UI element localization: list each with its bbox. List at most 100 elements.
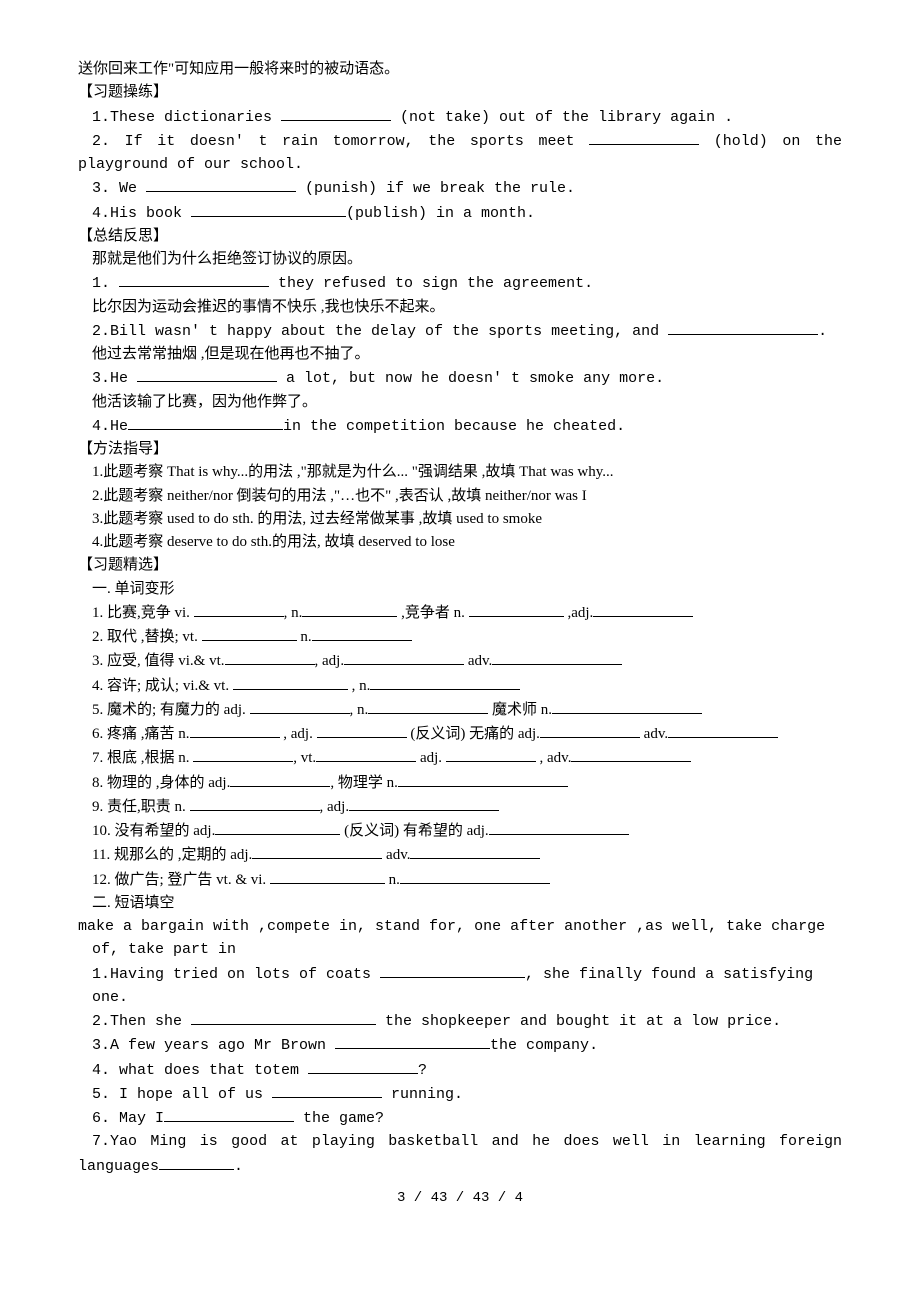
blank: [191, 1009, 376, 1025]
reflection-en-2: 2.Bill wasn' t happy about the delay of …: [92, 319, 842, 343]
part2-item-2: 2.Then she the shopkeeper and bought it …: [92, 1009, 842, 1033]
blank: [668, 319, 818, 335]
blank: [312, 625, 412, 641]
reflection-zh-3: 他过去常常抽烟 ,但是现在他再也不抽了。: [92, 343, 842, 366]
section-reflection-title: 【总结反思】: [78, 225, 842, 248]
blank: [215, 819, 340, 835]
blank: [571, 746, 691, 762]
blank: [540, 722, 640, 738]
blank: [552, 698, 702, 714]
reflection-zh-1: 那就是他们为什么拒绝签订协议的原因。: [92, 248, 842, 271]
part1-item: 1. 比赛,竞争 vi. , n. ,竞争者 n. ,adj.: [92, 601, 842, 625]
part2-item-5: 5. I hope all of us running.: [92, 1082, 842, 1106]
part1-item: 11. 规那么的 ,定期的 adj. adv.: [92, 843, 842, 867]
method-line-4: 4.此题考察 deserve to do sth.的用法, 故填 deserve…: [92, 531, 842, 554]
section-reflection-body: 那就是他们为什么拒绝签订协议的原因。 1. they refused to si…: [78, 248, 842, 438]
reflection-zh-2: 比尔因为运动会推迟的事情不快乐 ,我也快乐不起来。: [92, 296, 842, 319]
practice-item-4: 4.His book (publish) in a month.: [92, 201, 842, 225]
blank: [446, 746, 536, 762]
part2-item-3: 3.A few years ago Mr Brown the company.: [92, 1033, 842, 1057]
section-practice-title: 【习题操练】: [78, 81, 842, 104]
part2-item-7-line2: languages.: [78, 1154, 842, 1178]
part1-item: 5. 魔术的; 有魔力的 adj. , n. 魔术师 n.: [92, 698, 842, 722]
blank: [410, 843, 540, 859]
intro-line: 送你回来工作"可知应用一般将来时的被动语态。: [78, 58, 842, 81]
part2-item-6: 6. May I the game?: [92, 1106, 842, 1130]
part1-item: 8. 物理的 ,身体的 adj., 物理学 n.: [92, 771, 842, 795]
blank: [252, 843, 382, 859]
blank: [344, 649, 464, 665]
blank: [272, 1082, 382, 1098]
blank: [194, 601, 284, 617]
part1-item: 9. 责任,职责 n. , adj.: [92, 795, 842, 819]
practice-item-2-line2: playground of our school.: [78, 153, 842, 176]
section-selected-title: 【习题精选】: [78, 554, 842, 577]
blank: [225, 649, 315, 665]
part1-item: 4. 容许; 成认; vi.& vt. , n.: [92, 674, 842, 698]
blank: [250, 698, 350, 714]
blank: [119, 271, 269, 287]
blank: [335, 1033, 490, 1049]
practice-item-3: 3. We (punish) if we break the rule.: [92, 176, 842, 200]
reflection-en-3: 3.He a lot, but now he doesn' t smoke an…: [92, 366, 842, 390]
blank: [308, 1058, 418, 1074]
part2-item-7-line1: 7.Yao Ming is good at playing basketball…: [92, 1130, 842, 1153]
blank: [190, 722, 280, 738]
blank: [137, 366, 277, 382]
blank: [370, 674, 520, 690]
blank: [316, 746, 416, 762]
blank: [349, 795, 499, 811]
blank: [159, 1154, 234, 1170]
blank: [380, 962, 525, 978]
phrase-bank: make a bargain with ,compete in, stand f…: [92, 915, 842, 962]
blank: [281, 105, 391, 121]
page-footer: 3 / 43 / 43 / 4: [78, 1188, 842, 1210]
blank: [230, 771, 330, 787]
blank: [489, 819, 629, 835]
blank: [469, 601, 564, 617]
blank: [400, 868, 550, 884]
section-practice-body: 1.These dictionaries (not take) out of t…: [78, 105, 842, 154]
part1-item: 2. 取代 ,替换; vt. n.: [92, 625, 842, 649]
reflection-en-1: 1. they refused to sign the agreement.: [92, 271, 842, 295]
part1-title: 一. 单词变形: [92, 578, 842, 601]
method-line-2: 2.此题考察 neither/nor 倒装句的用法 ,"…也不" ,表否认 ,故…: [92, 485, 842, 508]
blank: [589, 129, 699, 145]
blank: [398, 771, 568, 787]
blank: [302, 601, 397, 617]
blank: [164, 1106, 294, 1122]
part1-item: 6. 疼痛 ,痛苦 n. , adj. (反义词) 无痛的 adj. adv.: [92, 722, 842, 746]
part1-item: 12. 做广告; 登广告 vt. & vi. n.: [92, 868, 842, 892]
blank: [191, 201, 346, 217]
practice-item-2-line1: 2. If it doesn' t rain tomorrow, the spo…: [92, 129, 842, 153]
blank: [593, 601, 693, 617]
part1-item: 10. 没有希望的 adj. (反义词) 有希望的 adj.: [92, 819, 842, 843]
section-method-body: 1.此题考察 That is why...的用法 ,"那就是为什么... "强调…: [78, 461, 842, 554]
blank: [668, 722, 778, 738]
blank: [492, 649, 622, 665]
part2-item-1: 1.Having tried on lots of coats , she fi…: [92, 962, 842, 1010]
document-page: 送你回来工作"可知应用一般将来时的被动语态。 【习题操练】 1.These di…: [0, 0, 920, 1249]
practice-item-1: 1.These dictionaries (not take) out of t…: [92, 105, 842, 129]
section-method-title: 【方法指导】: [78, 438, 842, 461]
blank: [193, 746, 293, 762]
part2-item-4: 4. what does that totem ?: [92, 1058, 842, 1082]
part1-list: 1. 比赛,竞争 vi. , n. ,竞争者 n. ,adj.2. 取代 ,替换…: [92, 601, 842, 892]
blank: [128, 414, 283, 430]
blank: [270, 868, 385, 884]
method-line-1: 1.此题考察 That is why...的用法 ,"那就是为什么... "强调…: [92, 461, 842, 484]
reflection-en-4: 4.Hein the competition because he cheate…: [92, 414, 842, 438]
blank: [202, 625, 297, 641]
blank: [368, 698, 488, 714]
part1-item: 3. 应受, 值得 vi.& vt., adj. adv.: [92, 649, 842, 673]
blank: [233, 674, 348, 690]
blank: [317, 722, 407, 738]
part2-title: 二. 短语填空: [92, 892, 842, 915]
blank: [146, 176, 296, 192]
section-selected-body: 一. 单词变形 1. 比赛,竞争 vi. , n. ,竞争者 n. ,adj.2…: [78, 578, 842, 962]
part2-list-outer: 1.Having tried on lots of coats , she fi…: [78, 962, 842, 1178]
blank: [190, 795, 320, 811]
method-line-3: 3.此题考察 used to do sth. 的用法, 过去经常做某事 ,故填 …: [92, 508, 842, 531]
part1-item: 7. 根底 ,根据 n. , vt. adj. , adv.: [92, 746, 842, 770]
reflection-zh-4: 他活该输了比赛，因为他作弊了。: [92, 391, 842, 414]
